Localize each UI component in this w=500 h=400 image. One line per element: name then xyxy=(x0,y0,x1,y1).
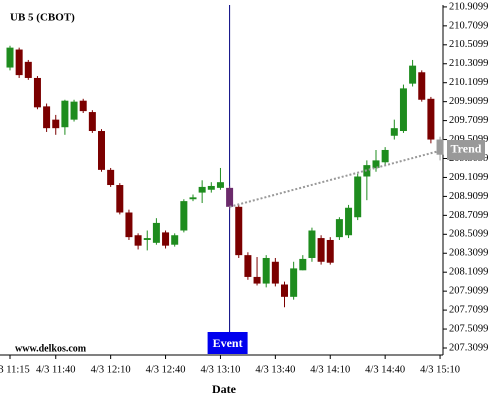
candle-body xyxy=(134,235,142,246)
candle-body xyxy=(299,258,307,271)
candle-body xyxy=(79,100,87,112)
candle-body xyxy=(290,268,298,297)
candle-body xyxy=(436,139,444,155)
candle-body xyxy=(61,100,69,128)
x-tick-label: 4/3 14:40 xyxy=(365,364,405,375)
candle-body xyxy=(88,112,96,132)
candle-body xyxy=(198,186,206,193)
candle-body xyxy=(125,212,133,238)
candle-body xyxy=(180,201,188,231)
candle-body xyxy=(317,238,325,262)
y-tick-label: 209.5099 xyxy=(449,134,488,145)
candle-body xyxy=(216,182,224,188)
candle-body xyxy=(70,101,78,120)
y-tick-label: 210.3099 xyxy=(449,58,488,69)
y-tick-label: 208.5099 xyxy=(449,229,488,240)
candle-body xyxy=(43,106,51,129)
y-tick-label: 210.7099 xyxy=(449,20,488,31)
candle-body xyxy=(418,72,426,100)
candle-body xyxy=(15,49,23,76)
candle-body xyxy=(98,131,105,170)
y-tick-label: 208.7099 xyxy=(449,210,488,221)
y-tick-label: 208.3099 xyxy=(449,248,488,259)
x-tick-label: 4/3 12:10 xyxy=(91,364,131,375)
candle-body xyxy=(6,47,14,68)
candle-body xyxy=(189,197,197,200)
y-tick-label: 208.9099 xyxy=(449,191,488,202)
watermark: www.delkos.com xyxy=(15,343,87,354)
candle-body xyxy=(143,238,151,240)
y-tick-label: 210.5099 xyxy=(449,39,488,50)
candle-body xyxy=(52,119,60,129)
candle-body xyxy=(262,257,270,284)
candle-body xyxy=(326,239,334,263)
y-tick-label: 207.5099 xyxy=(449,323,488,334)
x-tick-label: 4/3 11:15 xyxy=(0,364,30,375)
trend-label-box xyxy=(447,139,485,160)
y-tick-label: 209.1099 xyxy=(449,172,488,183)
event-label-box xyxy=(207,332,248,354)
y-tick-label: 207.3099 xyxy=(449,342,488,353)
candle-body xyxy=(226,187,234,207)
event-label: Event xyxy=(213,336,243,350)
y-tick-label: 209.9099 xyxy=(449,96,488,107)
candle-body xyxy=(162,232,170,246)
x-tick-label: 4/3 15:10 xyxy=(420,364,460,375)
candle-body xyxy=(33,77,41,108)
candle-body xyxy=(427,98,435,140)
x-tick-label: 4/3 11:40 xyxy=(36,364,76,375)
y-tick-label: 207.7099 xyxy=(449,305,488,316)
candle-body xyxy=(244,255,252,277)
candle-body xyxy=(116,185,124,213)
candle-body xyxy=(345,207,353,236)
candle-body xyxy=(308,230,316,258)
y-tick-label: 209.7099 xyxy=(449,115,488,126)
candle-body xyxy=(281,284,288,297)
candle-body xyxy=(354,176,362,218)
candle-body xyxy=(399,88,407,132)
candle-body xyxy=(372,160,380,168)
y-tick-label: 207.9099 xyxy=(449,286,488,297)
y-tick-label: 210.9099 xyxy=(449,1,488,12)
candle-body xyxy=(390,128,398,136)
chart-title: UB 5 (CBOT) xyxy=(10,12,75,24)
x-axis-title: Date xyxy=(212,382,237,396)
trend-label: Trend xyxy=(451,142,482,156)
candle-body xyxy=(152,222,160,243)
candle-body xyxy=(235,206,243,256)
trend-line xyxy=(229,148,444,208)
x-tick-label: 4/3 12:40 xyxy=(146,364,186,375)
x-tick-label: 4/3 13:10 xyxy=(200,364,240,375)
candle-body xyxy=(381,149,389,163)
candle-body xyxy=(253,276,261,284)
candle-body xyxy=(207,185,215,190)
candle-body xyxy=(335,219,343,238)
candle-body xyxy=(271,261,279,284)
y-tick-label: 208.1099 xyxy=(449,267,488,278)
candle-body xyxy=(409,65,417,84)
x-tick-label: 4/3 13:40 xyxy=(255,364,295,375)
candle-body xyxy=(107,169,115,186)
x-tick-label: 4/3 14:10 xyxy=(310,364,350,375)
candle-body xyxy=(24,61,32,78)
candle-body xyxy=(171,235,179,245)
y-tick-label: 210.1099 xyxy=(449,77,488,88)
